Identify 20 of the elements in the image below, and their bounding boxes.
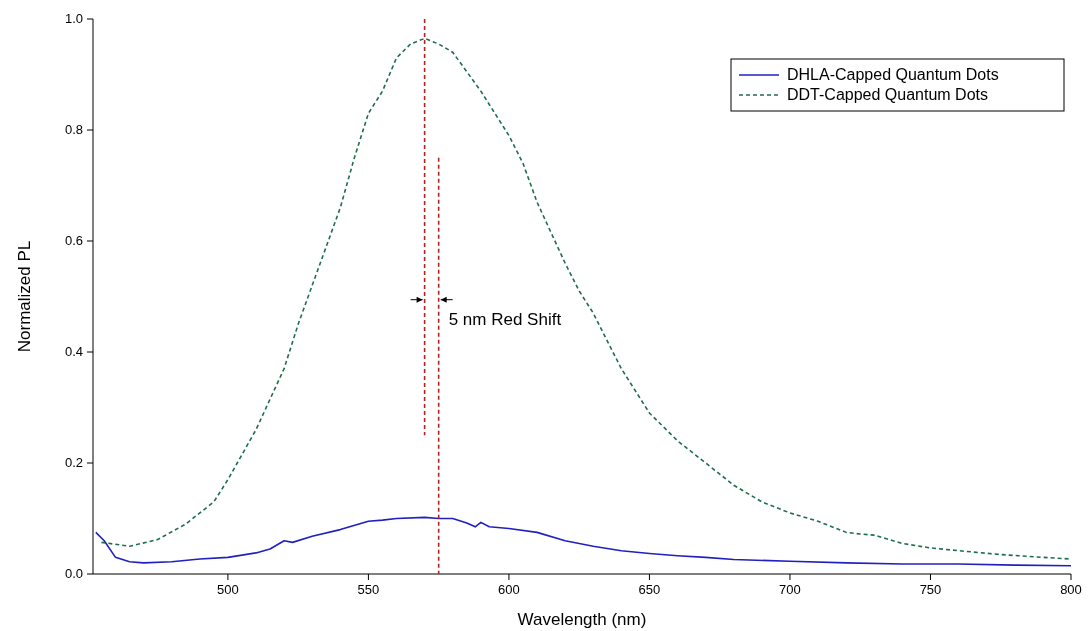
y-tick-label: 0.8: [64, 122, 83, 137]
x-tick-label: 700: [779, 582, 801, 597]
y-axis-title: Normalized PL: [15, 240, 34, 353]
y-tick-label: 0.6: [64, 233, 83, 248]
x-tick-label: 500: [217, 582, 239, 597]
legend-label: DDT-Capped Quantum Dots: [787, 86, 988, 103]
y-tick-label: 0.0: [64, 566, 83, 581]
line-series: [95, 516, 1072, 567]
x-tick-label: 600: [498, 582, 520, 597]
x-tick-label: 800: [1060, 582, 1082, 597]
annotation: 5 nm Red Shift: [448, 309, 562, 329]
x-tick-label: 750: [919, 582, 942, 597]
line-series: [100, 37, 1072, 560]
y-tick-label: 0.4: [64, 344, 83, 359]
x-axis-title: Wavelength (nm): [517, 610, 647, 629]
legend-label: DHLA-Capped Quantum Dots: [787, 66, 999, 83]
x-tick-label: 550: [357, 582, 380, 597]
y-tick-label: 1.0: [64, 11, 83, 26]
y-tick-label: 0.2: [64, 455, 83, 470]
x-tick-label: 650: [638, 582, 661, 597]
